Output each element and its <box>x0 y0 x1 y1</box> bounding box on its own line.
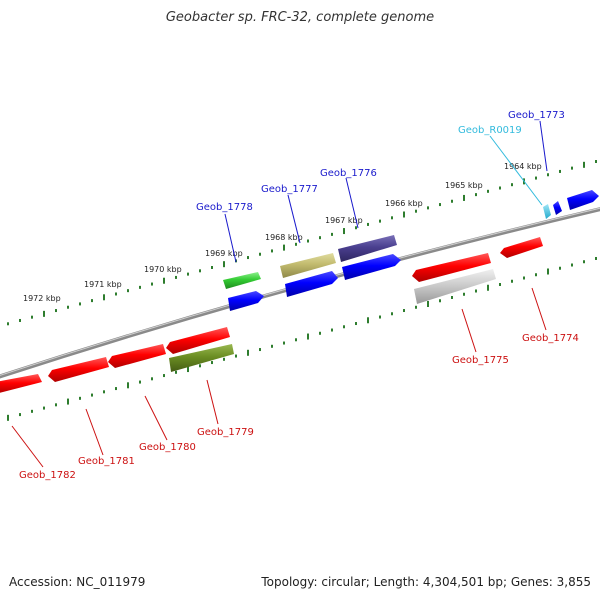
gene-geob-1778[interactable] <box>223 272 264 311</box>
kbp-label: 1965 kbp <box>445 181 483 190</box>
accession-text: Accession: NC_011979 <box>9 575 146 589</box>
gene-label-geob-1781: Geob_1781 <box>78 456 135 467</box>
gene-label-geob-1773: Geob_1773 <box>508 110 565 121</box>
tick-row-bottom <box>7 256 597 421</box>
gene-geob-1780[interactable] <box>108 344 166 368</box>
kbp-label: 1971 kbp <box>84 280 122 289</box>
gene-geob-1776[interactable] <box>338 235 401 280</box>
kbp-label: 1966 kbp <box>385 199 423 208</box>
kbp-label: 1967 kbp <box>325 216 363 225</box>
gene-geob-1774[interactable] <box>500 237 543 258</box>
gene-label-geob-1775: Geob_1775 <box>452 355 509 366</box>
kbp-label: 1972 kbp <box>23 294 61 303</box>
kbp-label: 1968 kbp <box>265 233 303 242</box>
gene-geob-1777[interactable] <box>280 253 338 297</box>
map-title: Geobacter sp. FRC-32, complete genome <box>165 10 435 25</box>
gene-label-geob-1780: Geob_1780 <box>139 442 196 453</box>
leader-lines <box>11 120 548 468</box>
genome-summary-text: Topology: circular; Length: 4,304,501 bp… <box>261 575 591 589</box>
kbp-label: 1969 kbp <box>205 249 243 258</box>
gene-geob-1779[interactable] <box>166 327 234 372</box>
gene-geob-1781[interactable] <box>48 357 109 382</box>
gene-label-geob-1778: Geob_1778 <box>196 202 253 213</box>
gene-label-geob-r0019: Geob_R0019 <box>458 125 522 136</box>
gene-geob-1773[interactable] <box>553 190 599 215</box>
gene-label-geob-1776: Geob_1776 <box>320 168 377 179</box>
gene-geob-r0019[interactable] <box>543 204 551 219</box>
gene-label-geob-1774: Geob_1774 <box>522 333 579 344</box>
gene-label-geob-1779: Geob_1779 <box>197 427 254 438</box>
kbp-label: 1970 kbp <box>144 265 182 274</box>
gene-label-geob-1782: Geob_1782 <box>19 470 76 481</box>
gene-geob-1775[interactable] <box>412 253 496 304</box>
gene-geob-1782[interactable] <box>0 374 42 394</box>
kbp-label: 1964 kbp <box>504 162 542 171</box>
gene-label-geob-1777: Geob_1777 <box>261 184 318 195</box>
